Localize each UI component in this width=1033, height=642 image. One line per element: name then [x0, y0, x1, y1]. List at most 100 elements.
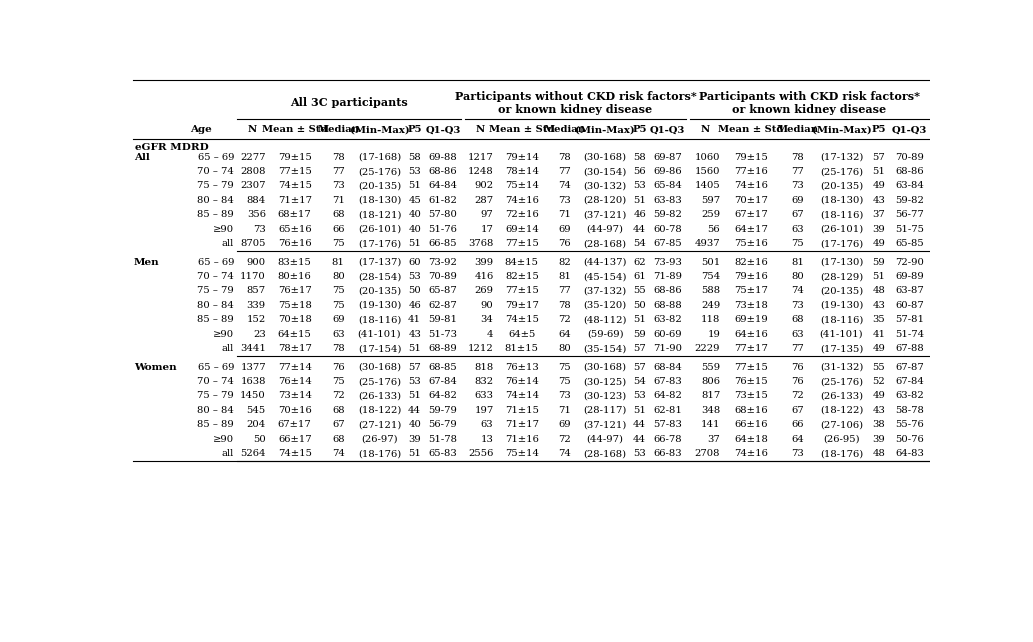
Text: 754: 754 — [701, 272, 720, 281]
Text: 45: 45 — [408, 196, 421, 205]
Text: N: N — [701, 125, 711, 134]
Text: 51: 51 — [873, 272, 885, 281]
Text: 77±16: 77±16 — [734, 167, 768, 176]
Text: Median: Median — [543, 125, 586, 134]
Text: 67: 67 — [332, 421, 345, 429]
Text: 55: 55 — [873, 363, 885, 372]
Text: (45-154): (45-154) — [584, 272, 627, 281]
Text: 53: 53 — [633, 392, 646, 401]
Text: 73: 73 — [791, 182, 804, 191]
Text: 79±17: 79±17 — [505, 301, 539, 310]
Text: 76±14: 76±14 — [505, 377, 539, 386]
Text: 57-80: 57-80 — [429, 211, 458, 220]
Text: 259: 259 — [701, 211, 720, 220]
Text: 51: 51 — [408, 392, 421, 401]
Text: 17: 17 — [480, 225, 494, 234]
Text: 75±16: 75±16 — [734, 239, 768, 248]
Text: 40: 40 — [408, 211, 421, 220]
Text: 43: 43 — [873, 301, 885, 310]
Text: 65 – 69: 65 – 69 — [197, 257, 234, 266]
Text: 75±14: 75±14 — [505, 449, 539, 458]
Text: 75: 75 — [332, 377, 345, 386]
Text: (48-112): (48-112) — [584, 315, 627, 324]
Text: 74±14: 74±14 — [505, 392, 539, 401]
Text: 51-76: 51-76 — [429, 225, 458, 234]
Text: 1248: 1248 — [468, 167, 494, 176]
Text: 69-87: 69-87 — [653, 153, 682, 162]
Text: 71: 71 — [558, 211, 571, 220]
Text: 68: 68 — [332, 406, 345, 415]
Text: 68: 68 — [332, 435, 345, 444]
Text: 65 – 69: 65 – 69 — [197, 153, 234, 162]
Text: (19-130): (19-130) — [357, 301, 401, 310]
Text: (41-101): (41-101) — [357, 330, 402, 339]
Text: 57: 57 — [408, 363, 421, 372]
Text: 82±15: 82±15 — [505, 272, 539, 281]
Text: 58: 58 — [408, 153, 421, 162]
Text: 79±16: 79±16 — [734, 272, 768, 281]
Text: 77±14: 77±14 — [278, 363, 312, 372]
Text: 39: 39 — [408, 435, 421, 444]
Text: All: All — [134, 153, 150, 162]
Text: 73: 73 — [558, 196, 571, 205]
Text: 81±15: 81±15 — [505, 344, 539, 353]
Text: 348: 348 — [701, 406, 720, 415]
Text: 74±16: 74±16 — [734, 182, 768, 191]
Text: 64: 64 — [791, 435, 804, 444]
Text: 78±14: 78±14 — [505, 167, 539, 176]
Text: 77±15: 77±15 — [734, 363, 768, 372]
Text: 40: 40 — [408, 225, 421, 234]
Text: (25-176): (25-176) — [358, 377, 401, 386]
Text: 53: 53 — [408, 167, 421, 176]
Text: 52: 52 — [873, 377, 885, 386]
Text: 72: 72 — [791, 392, 804, 401]
Text: 4937: 4937 — [694, 239, 720, 248]
Text: 74: 74 — [332, 449, 345, 458]
Text: 2229: 2229 — [695, 344, 720, 353]
Text: (28-117): (28-117) — [584, 406, 627, 415]
Text: (18-130): (18-130) — [357, 196, 401, 205]
Text: 35: 35 — [873, 315, 885, 324]
Text: 66: 66 — [332, 225, 345, 234]
Text: 76: 76 — [332, 363, 345, 372]
Text: 2808: 2808 — [241, 167, 265, 176]
Text: 70 – 74: 70 – 74 — [197, 272, 234, 281]
Text: (Min-Max): (Min-Max) — [349, 125, 409, 134]
Text: 19: 19 — [708, 330, 720, 339]
Text: 77±17: 77±17 — [734, 344, 768, 353]
Text: 65±16: 65±16 — [278, 225, 312, 234]
Text: 90: 90 — [480, 301, 494, 310]
Text: 66-85: 66-85 — [429, 239, 458, 248]
Text: 79±15: 79±15 — [734, 153, 768, 162]
Text: 51: 51 — [408, 239, 421, 248]
Text: 80: 80 — [332, 272, 345, 281]
Text: 76: 76 — [558, 239, 571, 248]
Text: All 3C participants: All 3C participants — [290, 98, 408, 108]
Text: 80 – 84: 80 – 84 — [197, 196, 234, 205]
Text: all: all — [222, 449, 234, 458]
Text: N: N — [475, 125, 484, 134]
Text: 68-84: 68-84 — [653, 363, 682, 372]
Text: 62: 62 — [633, 257, 646, 266]
Text: (18-121): (18-121) — [357, 211, 401, 220]
Text: 8705: 8705 — [241, 239, 265, 248]
Text: 72±16: 72±16 — [505, 211, 539, 220]
Text: P5: P5 — [407, 125, 421, 134]
Text: 59: 59 — [873, 257, 885, 266]
Text: 3441: 3441 — [240, 344, 265, 353]
Text: 65 – 69: 65 – 69 — [197, 363, 234, 372]
Text: 56-79: 56-79 — [429, 421, 458, 429]
Text: 70 – 74: 70 – 74 — [197, 377, 234, 386]
Text: 69: 69 — [558, 421, 571, 429]
Text: Mean ± Std: Mean ± Std — [262, 125, 327, 134]
Text: 66±16: 66±16 — [734, 421, 768, 429]
Text: 50: 50 — [253, 435, 265, 444]
Text: (37-132): (37-132) — [584, 286, 627, 295]
Text: 46: 46 — [633, 211, 646, 220]
Text: 13: 13 — [480, 435, 494, 444]
Text: (20-135): (20-135) — [820, 286, 864, 295]
Text: 69-86: 69-86 — [653, 167, 682, 176]
Text: 73-93: 73-93 — [653, 257, 682, 266]
Text: (41-101): (41-101) — [820, 330, 864, 339]
Text: 41: 41 — [873, 330, 885, 339]
